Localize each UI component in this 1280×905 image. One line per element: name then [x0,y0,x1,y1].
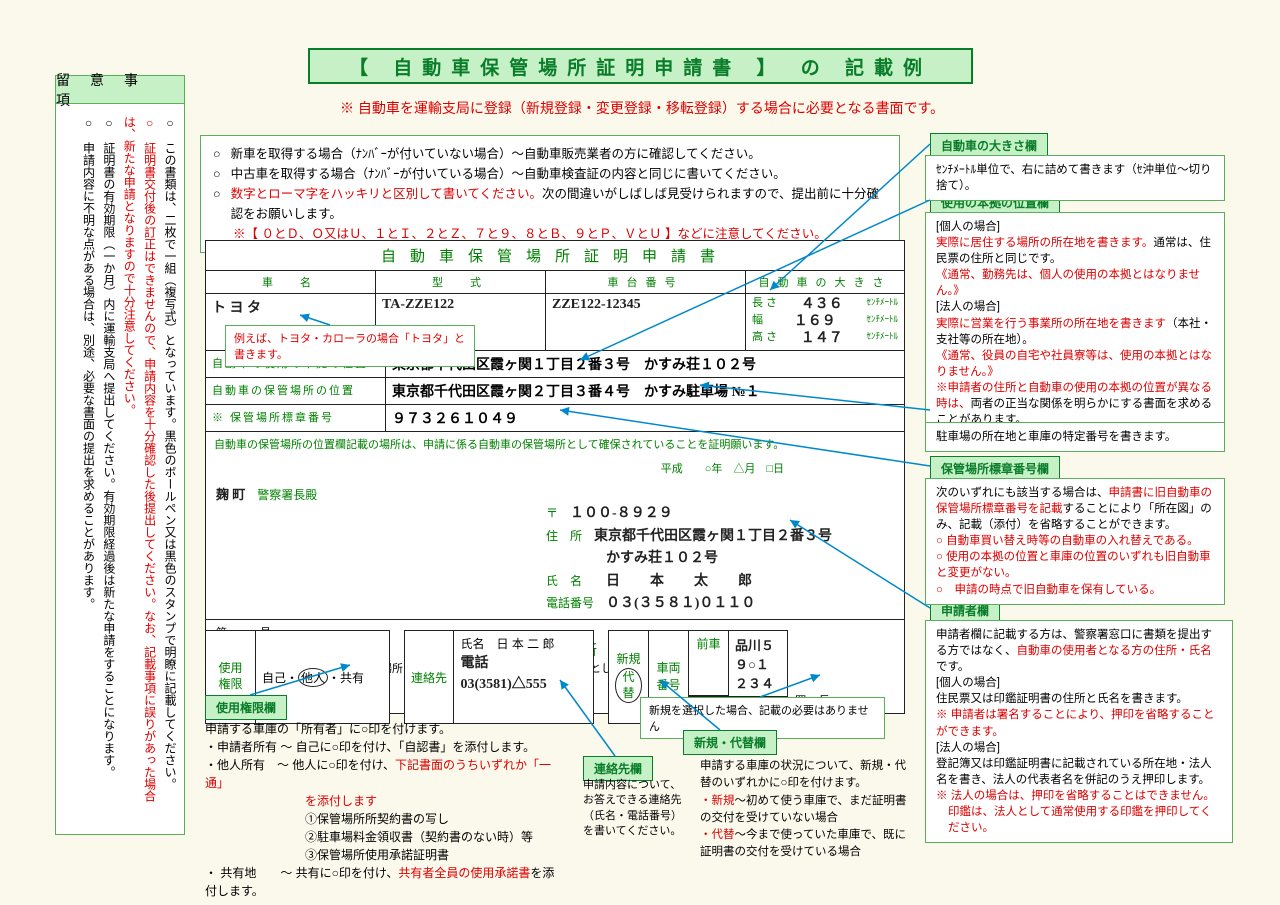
carname-hint: 例えば、トヨタ・カローラの場合「トヨタ」と書きます。 [225,325,475,367]
exp-sticker: 次のいずれにも該当する場合は、申請書に旧自動車の保管場所標章番号を記載することに… [925,478,1225,605]
top-bullets: ○新車を取得する場合（ﾅﾝﾊﾞｰが付いていない場合）～自動車販売業者の方に確認し… [200,135,900,253]
h-model: 型 式 [376,271,546,293]
exp-storage: 駐車場の所在地と車庫の特定番号を書きます。 [925,422,1225,452]
v-storage: 東京都千代田区霞ヶ関２丁目３番４号 かすみ駐車場 №１ [386,378,904,404]
body-text: 自動車の保管場所の位置欄記載の場所は、申請に係る自動車の保管場所として確保されて… [206,432,904,456]
l-sticker: ※ 保管場所標章番号 [206,405,386,431]
contact-box: 連絡先 氏名 日 本 二 郎電話 03(3581)△555 [404,630,594,724]
caution-sidebar: 留意事項 ○ この書類は、二枚で一組（複写式）となっています。黒色のボールペン又… [55,75,185,835]
heisei-date: 平成 ○年 △月 □日 [661,463,784,475]
form-title: 自動車保管場所証明申請書 [206,241,904,271]
new-notes: 申請する車庫の状況について、新規・代替のいずれかに○印を付けます。 ・新規～初め… [700,758,910,862]
contact-note: 申請内容について、お答えできる連絡先（氏名・電話番号）を書いてください。 [583,778,688,840]
h-size: 自動車の大きさ [746,271,904,293]
side-col-1: ○ この書類は、二枚で一組（複写式）となっています。黒色のボールペン又は黒色のス… [160,112,180,826]
v-sticker: ９７３２６１０４９ [386,405,904,431]
h-chassis: 車台番号 [546,271,746,293]
side-col-3: ○ 証明書の有効期限（一か月）内に運輸支局へ提出してください。有効期限経過後は新… [98,112,118,826]
exp-size: ｾﾝﾁﾒｰﾄﾙ単位で、右に詰めて書きます（ｾ沖単位～切り捨て）。 [925,155,1225,201]
v-size: 長 さ４３６ｾﾝﾁﾒｰﾄﾙ 幅１６９ｾﾝﾁﾒｰﾄﾙ 高 さ１４７ｾﾝﾁﾒｰﾄﾙ [746,294,904,350]
top-red-note: ※ 自動車を運輸支局に登録（新規登録・変更登録・移転登録）する場合に必要となる書… [340,98,944,118]
l-storage: 自動車の保管場所の位置 [206,378,386,404]
exp-base: [個人の場合] 実際に居住する場所の所在地を書きます。通常は、住民票の住所と同じ… [925,212,1225,435]
side-col-4: ○ 申請内容に不明な点がある場合は、別途、必要な書面の提出を求めることがあります… [78,112,98,826]
sidebar-header: 留意事項 [56,76,184,104]
co-usage: 使用権限欄 [205,695,287,720]
title-banner: 【 自動車保管場所証明申請書 】 の 記載例 [308,48,973,84]
co-new: 新規・代替欄 [683,730,777,755]
v-chassis: ZZE122-12345 [546,294,746,350]
side-col-2: ○ 証明書交付後の訂正はできませんので、申請内容を十分確認した後提出してください… [119,112,160,826]
h-carname: 車 名 [206,271,376,293]
usage-notes: 申請する車庫の「所有者」に○印を付けます。 ・申請者所有 ～ 自己に○印を付け、… [205,720,565,900]
exp-applicant: 申請者欄に記載する方は、警察署窓口に書類を提出する方ではなく、自動車の使用者とな… [925,620,1233,843]
